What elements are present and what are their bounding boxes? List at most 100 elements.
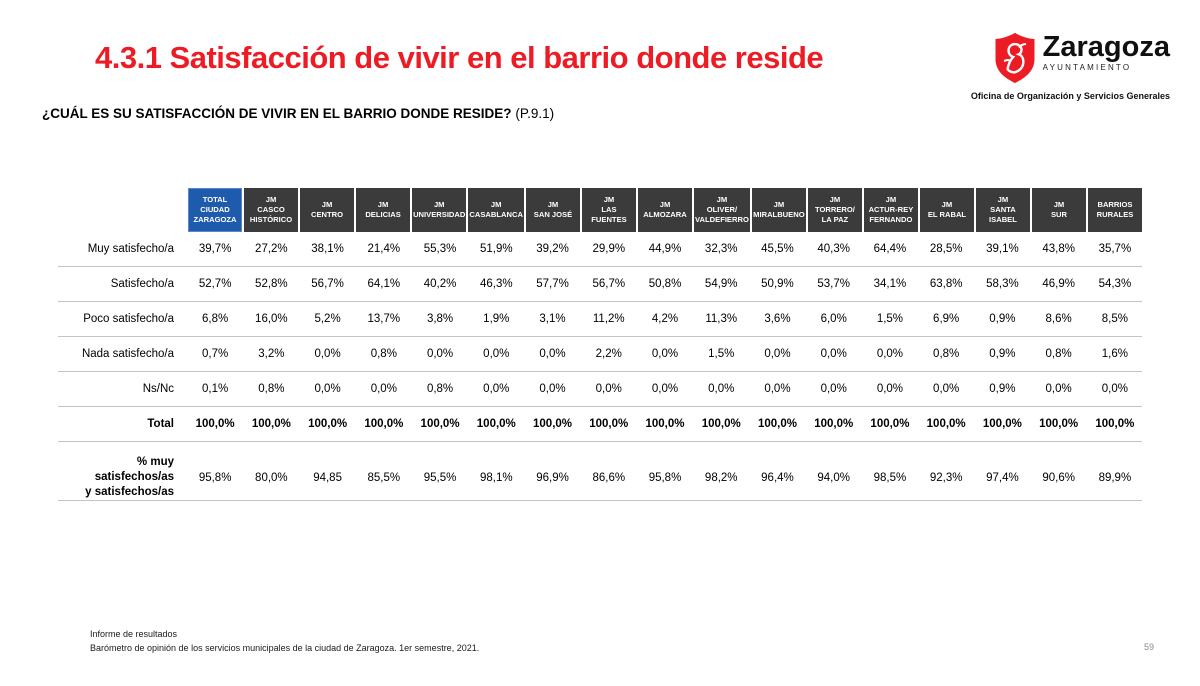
table-cell: 28,5%	[929, 243, 963, 255]
table-cell: 0,8%	[370, 348, 397, 360]
row-label: Total	[147, 417, 174, 430]
table-cell: 0,0%	[820, 348, 847, 360]
survey-question-text: ¿CUÁL ES SU SATISFACCIÓN DE VIVIR EN EL …	[42, 106, 512, 121]
column-header: JM ACTUR-REY FERNANDO	[863, 188, 918, 232]
table-cell: 54,3%	[1098, 278, 1132, 290]
table-cell: 0,0%	[651, 348, 679, 360]
table-cell: 90,6%	[1042, 471, 1075, 484]
table-cell: 100,0%	[251, 418, 291, 430]
column-header: JM SAN JOSÉ	[525, 188, 580, 232]
table-cell: 52,8%	[255, 278, 288, 290]
footer-line-1: Informe de resultados	[90, 629, 178, 639]
column-header: JM CASCO HISTÓRICO	[244, 188, 299, 232]
survey-question: ¿CUÁL ES SU SATISFACCIÓN DE VIVIR EN EL …	[42, 106, 554, 121]
row-label: Nada satisfecho/a	[81, 347, 174, 360]
table-cell: 0,1%	[202, 383, 229, 395]
table-cell: 3,8%	[426, 313, 454, 325]
table-cell: 8,6%	[1045, 313, 1072, 325]
table-cell: 100,0%	[195, 418, 235, 430]
row-label: % muy satisfechos/as y satisfechos/as	[85, 456, 174, 498]
brand-office-line: Oficina de Organización y Servicios Gene…	[970, 91, 1170, 101]
column-header: JM OLIVER/ VALDEFIERRO	[694, 188, 750, 232]
table-cell: 94,85	[313, 471, 342, 484]
table-cell: 100,0%	[589, 418, 629, 430]
table-cell: 0,0%	[764, 383, 791, 395]
table-cell: 0,0%	[483, 348, 510, 360]
table-cell: 1,6%	[1101, 348, 1128, 360]
table-cell: 34,1%	[873, 278, 907, 290]
table-cell: 86,6%	[592, 471, 626, 484]
table-cell: 11,3%	[705, 313, 738, 325]
table-cell: 0,0%	[483, 383, 510, 395]
table-cell: 98,2%	[704, 471, 738, 484]
table-cell: 27,2%	[255, 243, 288, 255]
table-cell: 0,9%	[989, 383, 1016, 395]
table-cell: 95,8%	[198, 471, 232, 484]
table-row: Muy satisfecho/a 39,7% 27,2% 38,1% 21,4% 55,3…	[58, 232, 1142, 267]
table-cell: 0,8%	[1045, 348, 1072, 360]
table-cell: 0,0%	[1045, 383, 1072, 395]
table-cell: 0,0%	[820, 383, 847, 395]
table-cell: 0,0%	[314, 348, 341, 360]
column-header: TOTAL CIUDAD ZARAGOZA	[188, 188, 243, 232]
page-title: 4.3.1 Satisfacción de vivir en el barrio…	[95, 40, 824, 75]
table-cell: 100,0%	[533, 418, 573, 430]
table-cell: 55,3%	[423, 243, 457, 255]
table-cell: 0,8%	[258, 383, 285, 395]
table-cell: 0,0%	[933, 383, 960, 395]
table-cell: 4,2%	[651, 313, 679, 325]
table-cell: 96,9%	[536, 471, 569, 484]
table-cell: 52,7%	[198, 278, 232, 290]
table-cell: 1,5%	[708, 348, 735, 360]
table-cell: 100,0%	[814, 418, 854, 430]
table-cell: 95,8%	[648, 471, 682, 484]
zaragoza-shield-icon	[995, 32, 1035, 84]
table-cell: 0,0%	[370, 383, 397, 395]
table-cell: 0,0%	[539, 383, 566, 395]
table-cell: 44,9%	[648, 243, 682, 255]
table-cell: 100,0%	[364, 418, 404, 430]
table-cell: 0,0%	[539, 348, 566, 360]
table-cell: 0,0%	[764, 348, 791, 360]
table-cell: 100,0%	[870, 418, 910, 430]
table-cell: 3,2%	[258, 348, 285, 360]
table-cell: 100,0%	[476, 418, 516, 430]
table-cell: 11,2%	[592, 313, 625, 325]
table-cell: 50,9%	[761, 278, 794, 290]
table-cell: 100,0%	[926, 418, 966, 430]
table-header-row: TOTAL CIUDAD ZARAGOZA JM CASCO HISTÓRICO J…	[58, 188, 1142, 232]
table-cell: 96,4%	[761, 471, 794, 484]
column-header: JM LAS FUENTES	[581, 188, 636, 232]
table-cell: 100,0%	[757, 418, 797, 430]
table-row: % muy satisfechos/as y satisfechos/as 95,…	[58, 455, 1142, 501]
column-header: JM UNIVERSIDAD	[412, 188, 467, 232]
table-cell: 80,0%	[255, 471, 288, 484]
table-cell: 6,8%	[202, 313, 229, 325]
page-number: 59	[1143, 642, 1154, 652]
row-label: Ns/Nc	[142, 382, 174, 395]
table-cell: 40,3%	[817, 243, 850, 255]
table-cell: 58,3%	[986, 278, 1019, 290]
table-cell: 64,4%	[873, 243, 907, 255]
table-cell: 0,0%	[708, 383, 735, 395]
table-cell: 3,6%	[764, 313, 791, 325]
table-cell: 29,9%	[592, 243, 626, 255]
table-cell: 63,8%	[929, 278, 963, 290]
table-cell: 0,7%	[202, 348, 229, 360]
row-label: Satisfecho/a	[110, 277, 174, 290]
table-cell: 92,3%	[929, 471, 963, 484]
column-header: JM SUR	[1031, 188, 1086, 232]
table-cell: 16,0%	[255, 313, 288, 325]
row-label: Muy satisfecho/a	[87, 242, 174, 255]
table-cell: 5,2%	[314, 313, 341, 325]
table-cell: 8,5%	[1101, 313, 1128, 325]
survey-question-ref: (P.9.1)	[515, 106, 555, 121]
table-cell: 64,1%	[367, 278, 401, 290]
table-cell: 98,1%	[479, 471, 513, 484]
table-cell: 6,9%	[933, 313, 960, 325]
table-cell: 40,2%	[423, 278, 457, 290]
table-cell: 100,0%	[982, 418, 1022, 430]
footer-line-2: Barómetro de opinión de los servicios mu…	[90, 642, 480, 653]
table-body: Muy satisfecho/a 39,7% 27,2% 38,1% 21,4% 55,3…	[58, 232, 1142, 501]
